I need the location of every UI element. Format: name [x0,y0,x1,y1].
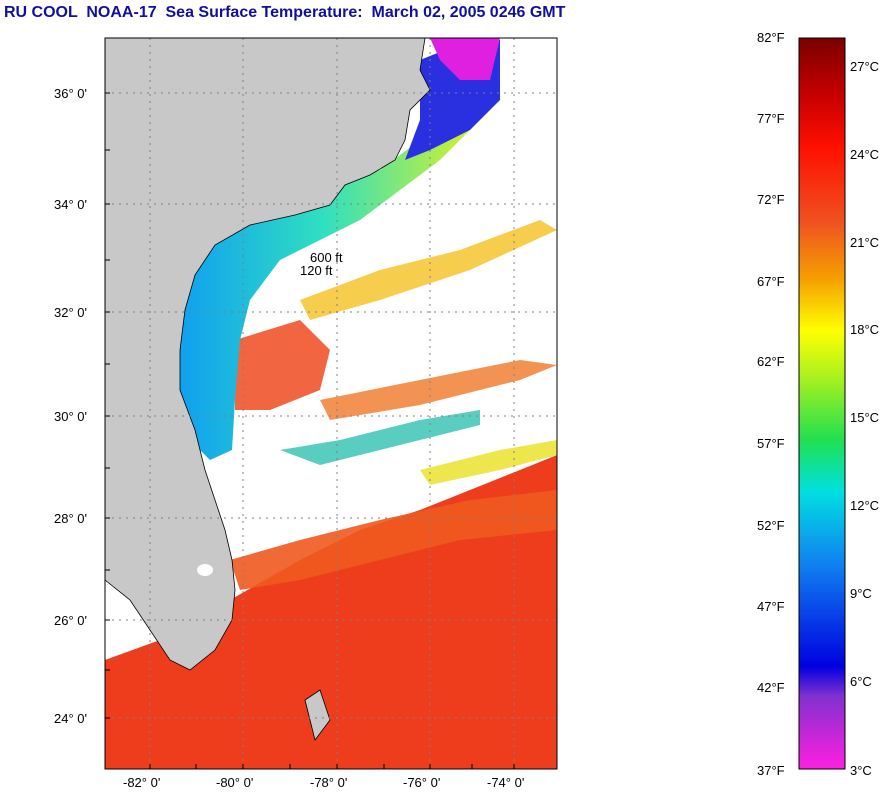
lake-okeechobee [197,564,213,576]
tick-marks [105,92,515,769]
filament-2 [320,360,557,420]
lat-label: 34° 0' [54,197,87,212]
lat-label: 32° 0' [54,305,87,320]
lat-label: 36° 0' [54,86,87,101]
lon-label: -74° 0' [487,775,524,790]
lon-label: -82° 0' [123,775,160,790]
longitude-labels: -82° 0' -80° 0' -78° 0' -76° 0' -74° 0' [123,775,524,790]
lon-label: -80° 0' [216,775,253,790]
lon-label: -78° 0' [310,775,347,790]
bahamas-island [304,689,331,741]
filament-1 [300,220,557,320]
isobath-label-600: 600 ft [310,250,343,265]
lat-label: 30° 0' [54,409,87,424]
lat-label: 26° 0' [54,613,87,628]
cold-coastal-band [180,100,470,460]
warm-water-mid [235,320,330,410]
land-mass [105,38,431,671]
very-cold-water [430,38,500,80]
lat-label: 24° 0' [54,711,87,726]
filament-4 [420,440,557,485]
chart-title: RU COOL NOAA-17 Sea Surface Temperature:… [4,4,566,21]
map-frame [104,37,558,770]
isobath-label-120: 120 ft [300,263,333,278]
warm-water-band [230,490,557,590]
lat-label: 28° 0' [54,511,87,526]
lon-label: -76° 0' [403,775,440,790]
grid-lines [105,38,557,769]
latitude-labels: 36° 0' 34° 0' 32° 0' 30° 0' 28° 0' 26° 0… [54,86,87,726]
